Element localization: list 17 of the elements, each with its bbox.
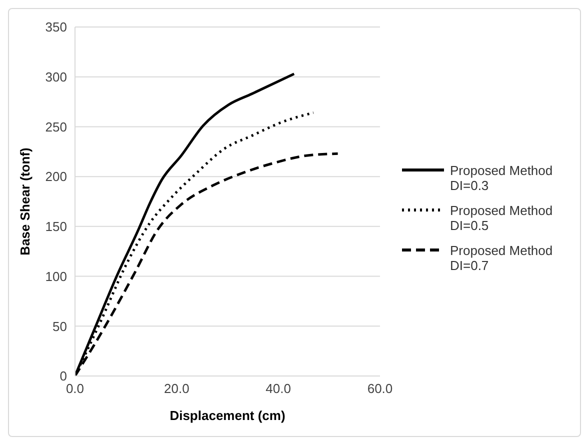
y-tick-label: 300 [45,69,67,84]
y-tick-label: 150 [45,219,67,234]
x-tick-label: 40.0 [266,381,291,396]
y-axis-title: Base Shear (tonf) [18,148,33,256]
legend-label: Proposed Method DI=0.5 [450,202,554,232]
y-tick-label: 0 [60,368,67,384]
x-axis-title: Displacement (cm) [170,408,286,423]
x-tick-label: 0.0 [66,381,84,396]
x-tick-label: 60.0 [367,381,393,396]
y-tick-label: 50 [52,318,67,334]
y-tick-label: 100 [45,268,67,284]
legend-label: Proposed Method DI=0.7 [450,242,554,272]
x-tick-label: 20.0 [164,381,190,396]
y-tick-label: 200 [45,169,67,184]
legend-label: Proposed Method DI=0.3 [450,162,554,192]
y-tick-label: 250 [45,119,67,134]
y-tick-label: 350 [45,20,67,35]
